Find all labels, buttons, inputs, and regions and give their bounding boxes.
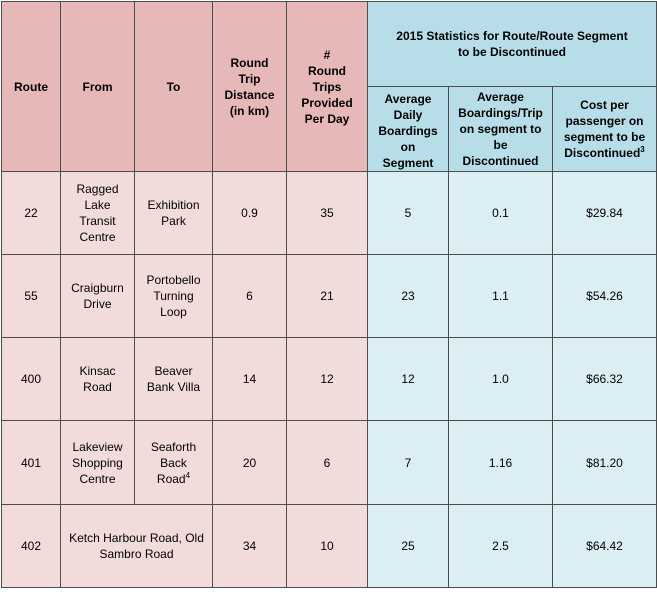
cell-to: Exhibition Park [134,171,213,255]
cell-cost: $81.20 [552,420,657,505]
cell-avg-daily: 25 [367,504,449,588]
cell-avg-trip: 1.0 [448,337,553,421]
cell-to: Seaforth Back Road4 [134,420,213,505]
cell-distance: 6 [212,254,287,338]
cell-distance: 0.9 [212,171,287,255]
header-route: Route [1,1,61,172]
cell-avg-daily: 23 [367,254,449,338]
cell-avg-trip: 2.5 [448,504,553,588]
cell-from: Lakeview Shopping Centre [60,420,135,505]
header-from: From [60,1,135,172]
cell-cost: $64.42 [552,504,657,588]
cell-trips: 6 [286,420,368,505]
cell-distance: 34 [212,504,287,588]
table-row: 400 Kinsac Road Beaver Bank Villa 14 12 … [1,337,657,421]
header-to: To [134,1,213,172]
cell-to: Portobello Turning Loop [134,254,213,338]
cell-route: 400 [1,337,61,421]
header-statistics-title: 2015 Statistics for Route/Route Segment … [367,1,657,87]
cell-route: 22 [1,171,61,255]
cell-avg-trip: 1.1 [448,254,553,338]
cell-avg-daily: 12 [367,337,449,421]
cell-from: Ragged Lake Transit Centre [60,171,135,255]
footnote-marker: 4 [185,470,191,480]
cell-distance: 20 [212,420,287,505]
cell-trips: 10 [286,504,368,588]
cell-route: 402 [1,504,61,588]
header-avg-boardings-per-trip: Average Boardings/Trip on segment to be … [448,86,553,172]
cell-route: 401 [1,420,61,505]
table-row: 55 Craigburn Drive Portobello Turning Lo… [1,254,657,338]
cell-trips: 12 [286,337,368,421]
cell-to: Beaver Bank Villa [134,337,213,421]
header-cost-per-passenger: Cost per passenger on segment to be Disc… [552,86,657,172]
table-row: 401 Lakeview Shopping Centre Seaforth Ba… [1,420,657,505]
header-trips-per-day: # Round Trips Provided Per Day [286,1,368,172]
cell-cost: $54.26 [552,254,657,338]
cell-distance: 14 [212,337,287,421]
cell-avg-daily: 7 [367,420,449,505]
cell-route: 55 [1,254,61,338]
header-avg-daily-boardings: Average Daily Boardings on Segment [367,86,449,172]
cell-avg-trip: 0.1 [448,171,553,255]
header-distance: Round Trip Distance (in km) [212,1,287,172]
cell-trips: 35 [286,171,368,255]
footnote-marker: 3 [640,145,645,154]
cell-cost: $66.32 [552,337,657,421]
table-row: 22 Ragged Lake Transit Centre Exhibition… [1,171,657,255]
cell-from: Kinsac Road [60,337,135,421]
cell-from-to: Ketch Harbour Road, Old Sambro Road [60,504,213,588]
cell-cost: $29.84 [552,171,657,255]
cell-avg-trip: 1.16 [448,420,553,505]
table-row: 402 Ketch Harbour Road, Old Sambro Road … [1,504,657,588]
cell-avg-daily: 5 [367,171,449,255]
cell-trips: 21 [286,254,368,338]
cell-from: Craigburn Drive [60,254,135,338]
